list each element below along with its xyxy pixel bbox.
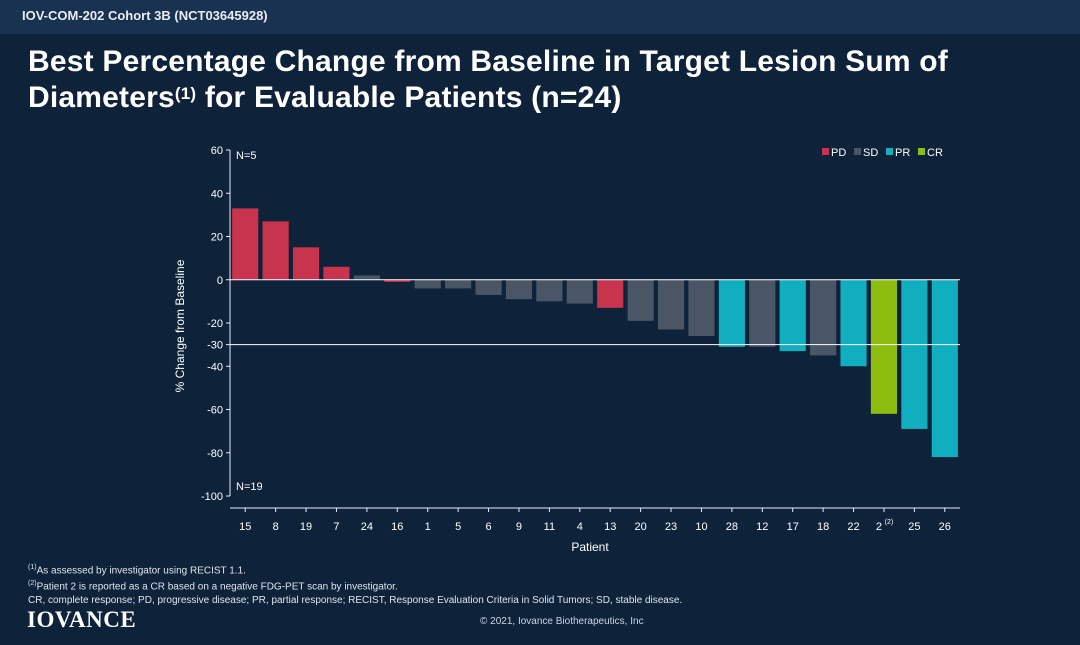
legend-swatch-pr: [886, 148, 893, 155]
x-tick-label: 2: [876, 521, 882, 533]
bar-patient-24: [353, 275, 380, 280]
title-footnote-ref: (1): [174, 84, 197, 103]
x-tick-label: 18: [817, 521, 829, 533]
x-tick-label: 17: [787, 521, 799, 533]
y-tick-label: 40: [211, 188, 223, 200]
x-tick-label: 8: [273, 521, 279, 533]
x-tick-label: 9: [516, 521, 522, 533]
x-tick-label: 1: [425, 521, 431, 533]
bar-patient-23: [657, 279, 685, 330]
y-tick-label: -20: [207, 318, 223, 330]
header-bar: IOV-COM-202 Cohort 3B (NCT03645928): [0, 0, 1080, 34]
footnote-1-marker: (1): [28, 564, 37, 571]
x-tick-label: 23: [665, 521, 677, 533]
y-tick-label: -30: [207, 340, 223, 352]
y-axis-title: % Change from Baseline: [173, 259, 187, 392]
title-line-2: Diameters(1) for Evaluable Patients (n=2…: [28, 80, 1068, 116]
x-tick-label: 4: [577, 521, 583, 533]
y-tick-label: -80: [207, 448, 223, 460]
x-tick-label: 24: [361, 521, 373, 533]
bar-patient-11: [536, 279, 563, 302]
legend-swatch-cr: [918, 148, 925, 155]
bar-patient-5: [445, 279, 472, 289]
annotation-bottom: N=19: [236, 481, 263, 493]
x-tick-label: 10: [695, 521, 707, 533]
x-tick-label: 22: [847, 521, 859, 533]
title-line-1: Best Percentage Change from Baseline in …: [28, 45, 948, 78]
x-tick-label: 20: [635, 521, 647, 533]
y-tick-label: -40: [207, 361, 223, 373]
annotation-top: N=5: [236, 150, 257, 162]
bar-patient-15: [232, 208, 259, 280]
x-tick-label: 19: [300, 521, 312, 533]
legend-label-cr: CR: [927, 147, 943, 159]
bar-patient-18: [810, 279, 837, 356]
x-tick-label: 6: [485, 521, 491, 533]
x-tick-label: 5: [455, 521, 461, 533]
bar-patient-20: [627, 279, 654, 321]
bar-patient-22: [840, 279, 867, 367]
bar-patient-2: [870, 279, 898, 414]
footnote-2-text: Patient 2 is reported as a CR based on a…: [36, 581, 398, 593]
legend-label-pd: PD: [831, 147, 846, 159]
x-tick-label: 16: [391, 521, 403, 533]
footnote-2: (2)Patient 2 is reported as a CR based o…: [28, 577, 682, 593]
legend-label-sd: SD: [863, 147, 878, 159]
bar-patient-6: [475, 279, 502, 295]
x-tick-label: 26: [939, 521, 951, 533]
bar-patient-12: [749, 279, 776, 347]
footnote-2-marker: (2): [28, 580, 37, 588]
bar-patient-13: [597, 279, 624, 308]
bar-patient-28: [718, 279, 745, 347]
study-label: IOV-COM-202 Cohort 3B (NCT03645928): [22, 8, 268, 23]
y-tick-label: -100: [201, 491, 223, 503]
x-tick-label: 7: [333, 521, 339, 533]
y-tick-label: 0: [217, 275, 223, 287]
x-tick-label-superscript: (2): [885, 519, 894, 526]
bar-patient-4: [566, 279, 593, 304]
bar-patient-16: [384, 279, 411, 282]
x-tick-label: 13: [604, 521, 616, 533]
footnote-abbreviations: CR, complete response; PD, progressive d…: [28, 594, 683, 606]
x-tick-label: 12: [756, 521, 768, 533]
bar-patient-25: [901, 279, 928, 429]
x-tick-label: 25: [908, 521, 920, 533]
x-tick-label: 11: [544, 521, 555, 533]
title-line-2-end: for Evaluable Patients (n=24): [196, 81, 622, 114]
legend-swatch-sd: [854, 148, 861, 155]
footnotes: (1)As assessed by investigator using REC…: [28, 561, 682, 607]
legend-label-pr: PR: [895, 147, 910, 159]
copyright: © 2021, Iovance Biotherapeutics, Inc: [480, 616, 644, 627]
bar-patient-19: [292, 247, 320, 280]
bar-patient-26: [931, 279, 958, 458]
y-tick-label: 60: [211, 145, 223, 157]
x-tick-label: 28: [726, 521, 738, 533]
x-axis-title: Patient: [571, 540, 609, 554]
legend-swatch-pd: [822, 148, 829, 155]
company-logo: IOVANCE: [27, 607, 137, 632]
y-tick-label: 20: [211, 232, 223, 244]
bar-patient-7: [323, 266, 350, 280]
title-line-2-start: Diameters: [28, 81, 175, 114]
y-tick-label: -60: [207, 405, 223, 417]
bar-patient-9: [505, 279, 533, 300]
bar-patient-8: [262, 221, 289, 280]
footnote-1: (1)As assessed by investigator using REC…: [28, 561, 682, 577]
bar-patient-17: [779, 279, 806, 352]
bar-patient-10: [688, 279, 715, 336]
page-title: Best Percentage Change from Baseline in …: [28, 44, 1068, 116]
bar-patient-1: [414, 279, 441, 289]
x-tick-label: 15: [239, 521, 251, 533]
footnote-1-text: As assessed by investigator using RECIST…: [36, 565, 246, 577]
